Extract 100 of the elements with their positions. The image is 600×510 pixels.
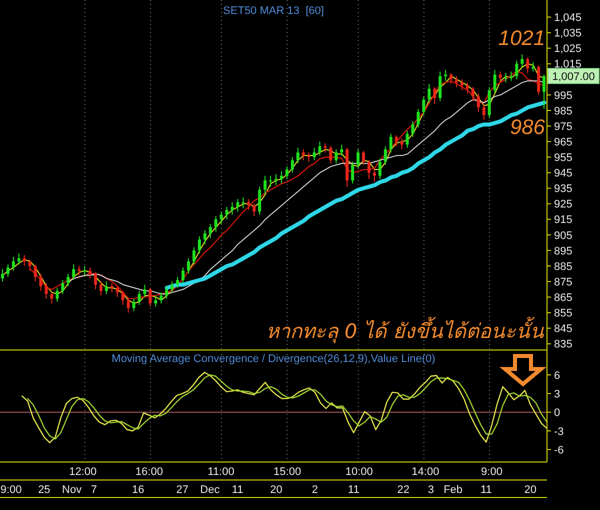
candlestick [515,60,518,80]
x-tick-label: 3 [428,484,434,496]
candlestick [1,268,4,282]
candlestick [126,298,130,314]
candlestick [121,290,124,306]
candlestick [280,170,283,184]
y-tick-label: 3 [554,388,560,400]
x-tick-label: 27 [176,484,188,496]
candlestick [170,281,174,293]
candlestick [455,76,458,88]
x-tick-label: 22 [397,484,410,496]
candlestick [198,236,201,254]
candlestick [498,71,502,83]
candlestick [450,72,453,84]
candlestick [143,284,146,298]
y-tick-label: 975 [554,120,572,133]
candlestick [94,272,97,290]
candlestick [466,82,469,94]
candlestick [138,290,141,306]
y-tick-label: 835 [554,338,572,351]
candlestick [88,267,92,279]
y-tick-label: 895 [554,245,572,258]
y-tick-label: 945 [554,168,572,180]
candlestick [378,158,382,180]
candlestick [182,267,185,284]
candlestick [6,264,10,278]
candlestick [104,281,108,294]
candlestick [351,161,354,184]
y-tick-label: 865 [554,292,572,304]
candlestick [400,138,404,150]
candlestick [290,156,294,174]
x-tick-label: 11:00 [208,466,234,478]
candlestick [411,120,414,138]
x-tick-label: Nov [62,484,82,496]
candlestick [504,72,508,83]
candlestick [39,273,42,292]
x-tick-label: 25 [38,484,50,496]
y-tick-label: 995 [554,90,572,102]
candlestick [476,92,480,112]
candlestick [422,96,426,116]
y-tick-label: 845 [554,323,572,336]
candlestick [526,57,530,74]
y-tick-label: -6 [554,444,564,456]
candlestick [312,147,316,161]
x-tick-label: 10:00 [345,466,373,478]
candlestick [236,198,240,212]
y-tick-label: 6 [554,370,560,382]
candlestick [220,211,223,224]
candlestick [356,148,360,168]
candlestick [66,273,70,287]
candlestick [165,286,168,300]
candlestick [132,298,136,312]
candlestick [438,71,442,102]
y-tick-label: -3 [554,426,564,438]
candlestick [274,174,278,186]
x-tick-label: 11 [480,484,492,496]
candlestick [482,104,486,120]
candlestick [384,146,387,166]
candlestick [83,266,86,276]
annotation: หากทะลุ 0 ได้ ยังขึ้นได้ต่อนะนั้น [266,316,545,344]
candlestick [160,292,163,304]
x-tick-label: 9:00 [0,484,22,496]
y-tick-label: 1,025 [554,43,582,56]
text: 1,007.00 [552,71,595,83]
line-series [164,100,546,290]
candlestick [510,71,513,82]
candlestick [389,133,392,153]
candlestick [324,142,327,153]
x-tick-label: 16:00 [135,466,163,478]
candlestick [192,246,196,265]
y-tick-label: 875 [554,276,572,288]
candlestick [56,287,59,302]
text: SET50 MAR 13 [60] [223,5,324,17]
x-tick-label: 14:00 [412,466,440,478]
candlestick [186,258,190,274]
y-tick-label: 915 [554,214,572,226]
candlestick [433,86,436,105]
candlestick [340,144,344,156]
candlestick [416,108,420,128]
candlestick [362,150,366,166]
candlestick [542,74,546,110]
x-tick-label: 11 [348,484,360,496]
candlestick [372,169,376,182]
candlestick [428,84,431,104]
x-tick-label: 7 [90,484,97,496]
candlestick [154,295,158,307]
candlestick [230,202,234,216]
candlestick [493,70,496,94]
candlestick [302,148,305,161]
y-tick-label: 1,035 [554,28,582,40]
annotation: 986 [510,116,546,139]
candlestick [148,287,152,307]
candlestick [72,264,76,280]
y-tick-label: 955 [554,152,572,164]
y-tick-label: 935 [554,183,572,196]
candlestick [176,276,180,288]
y-tick-label: 855 [554,308,572,320]
candlestick [203,230,206,245]
candlestick [78,266,81,276]
x-tick-label: 2 [312,484,318,496]
